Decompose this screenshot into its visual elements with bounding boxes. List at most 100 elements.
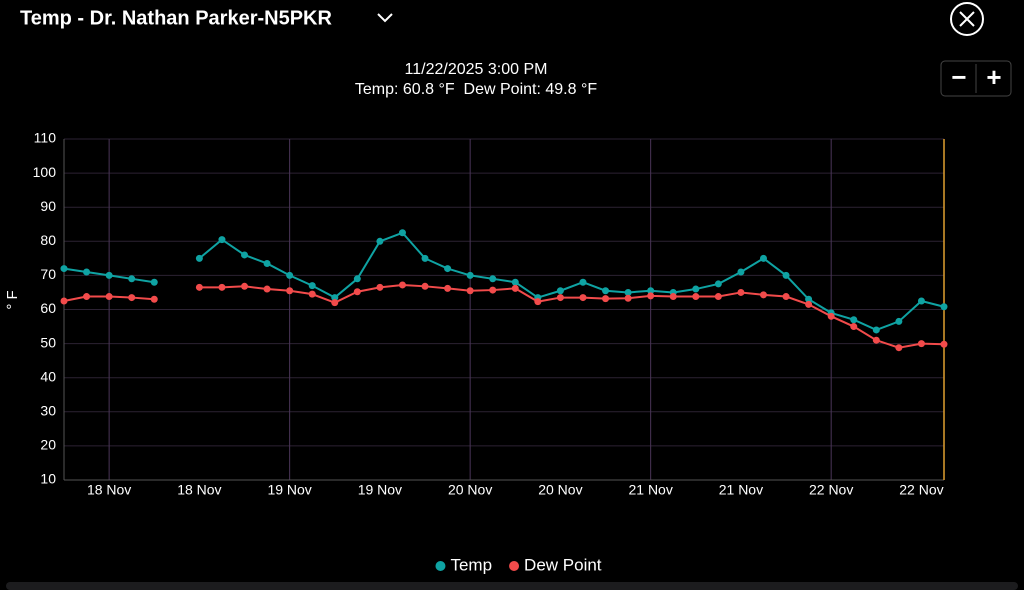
data-point [421,254,429,262]
data-point [647,292,655,300]
x-tick-label: 22 Nov [899,482,943,498]
data-point [624,294,632,302]
data-point [737,288,745,296]
data-point [263,285,271,293]
data-point [737,268,745,276]
data-point [895,344,903,352]
data-point [353,288,361,296]
data-point [850,316,858,324]
y-tick-label: 30 [40,403,56,419]
x-tick-label: 22 Nov [809,482,853,498]
data-point [489,286,497,294]
data-point [782,293,790,301]
data-point [83,293,91,301]
data-point [376,283,384,291]
data-point [805,295,813,303]
data-point [218,236,226,244]
data-point [692,293,700,301]
data-point [917,297,925,305]
tooltip-readout: Temp: 60.8 °F Dew Point: 49.8 °F [355,81,597,98]
data-point [805,300,813,308]
data-point [511,278,519,286]
y-tick-label: 60 [40,300,56,316]
legend-marker [435,561,446,571]
data-point [60,265,68,273]
data-point [195,283,203,291]
data-point [466,287,474,295]
data-point [917,340,925,348]
data-point [308,290,316,298]
x-tick-label: 19 Nov [358,482,402,498]
zoom-out[interactable]: − [951,62,966,92]
data-point [782,271,790,279]
data-point [489,275,497,283]
data-point [286,271,294,279]
data-point [263,259,271,267]
data-point [421,282,429,290]
data-point [624,288,632,296]
data-point [579,278,587,286]
data-point [714,293,722,301]
data-point [714,280,722,288]
data-point [602,287,610,295]
y-tick-label: 50 [40,334,56,350]
data-point [872,336,880,344]
data-point [444,265,452,273]
close-x[interactable] [959,11,975,27]
data-point [308,282,316,290]
y-axis-label: ° F [4,290,21,309]
y-tick-label: 70 [40,266,56,282]
data-point [759,254,767,262]
data-point [940,303,948,311]
data-point [827,312,835,320]
data-point [556,287,564,295]
x-tick-label: 18 Nov [177,482,221,498]
y-tick-label: 80 [40,232,56,248]
close-button[interactable] [950,2,984,36]
title[interactable]: Temp - Dr. Nathan Parker-N5PKR [20,7,332,29]
x-tick-label: 19 Nov [267,482,311,498]
data-point [331,294,339,302]
bottom-edge [6,582,1018,590]
data-point [466,271,474,279]
data-point [105,271,113,279]
legend-label: Temp [450,555,492,574]
tooltip-time: 11/22/2025 3:00 PM [405,61,548,78]
data-point [241,282,249,290]
data-point [692,285,700,293]
data-point [940,340,948,348]
legend-label: Dew Point [524,555,602,574]
x-tick-label: 18 Nov [87,482,131,498]
data-point [534,298,542,306]
close-circle[interactable] [950,2,984,36]
data-point [669,293,677,301]
data-point [602,295,610,303]
y-tick-label: 40 [40,368,56,384]
data-point [241,251,249,259]
x-tick-label: 20 Nov [538,482,582,498]
data-point [511,284,519,292]
x-tick-label: 21 Nov [628,482,672,498]
data-point [398,281,406,289]
y-tick-label: 20 [40,437,56,453]
data-point [150,278,158,286]
dropdown-chevron[interactable] [377,13,393,23]
data-point [579,294,587,302]
data-point [60,297,68,305]
y-tick-label: 10 [40,471,56,487]
zoom-in[interactable]: + [986,62,1001,92]
x-tick-label: 21 Nov [719,482,763,498]
data-point [83,268,91,276]
data-point [150,295,158,303]
data-point [195,254,203,262]
data-point [286,287,294,295]
zoom-box [940,60,1012,97]
data-point [376,237,384,245]
data-point [218,283,226,291]
data-point [895,317,903,325]
data-point [331,299,339,307]
data-point [398,229,406,237]
y-tick-label: 100 [33,164,57,180]
